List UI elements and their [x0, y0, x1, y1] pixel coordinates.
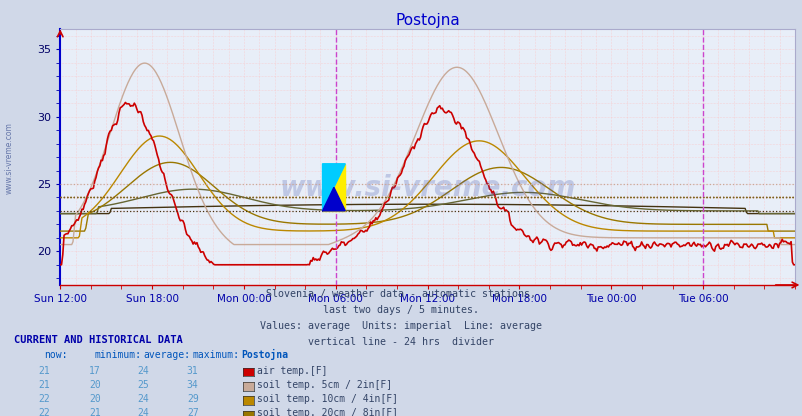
Text: 25: 25: [137, 380, 148, 390]
Text: 24: 24: [137, 408, 148, 416]
Text: Slovenia / weather data - automatic stations.: Slovenia / weather data - automatic stat…: [266, 289, 536, 299]
Text: average:: average:: [143, 350, 190, 360]
Text: 21: 21: [38, 366, 50, 376]
Text: last two days / 5 minutes.: last two days / 5 minutes.: [323, 305, 479, 315]
Text: www.si-vreme.com: www.si-vreme.com: [5, 122, 14, 194]
Polygon shape: [322, 164, 345, 211]
Text: CURRENT AND HISTORICAL DATA: CURRENT AND HISTORICAL DATA: [14, 335, 183, 345]
Text: soil temp. 5cm / 2in[F]: soil temp. 5cm / 2in[F]: [257, 380, 391, 390]
Text: minimum:: minimum:: [95, 350, 142, 360]
Text: 34: 34: [187, 380, 198, 390]
Text: soil temp. 20cm / 8in[F]: soil temp. 20cm / 8in[F]: [257, 408, 398, 416]
Text: soil temp. 10cm / 4in[F]: soil temp. 10cm / 4in[F]: [257, 394, 398, 404]
Text: 20: 20: [89, 380, 100, 390]
Text: www.si-vreme.com: www.si-vreme.com: [279, 174, 575, 202]
Text: 21: 21: [89, 408, 100, 416]
Text: Postojna: Postojna: [241, 349, 288, 360]
Polygon shape: [322, 187, 345, 211]
Text: 22: 22: [38, 394, 50, 404]
Text: vertical line - 24 hrs  divider: vertical line - 24 hrs divider: [308, 337, 494, 347]
Text: 31: 31: [187, 366, 198, 376]
Text: 24: 24: [137, 394, 148, 404]
Text: air temp.[F]: air temp.[F]: [257, 366, 327, 376]
Text: Values: average  Units: imperial  Line: average: Values: average Units: imperial Line: av…: [260, 321, 542, 331]
Title: Postojna: Postojna: [395, 13, 460, 28]
Text: 17: 17: [89, 366, 100, 376]
Text: maximum:: maximum:: [192, 350, 240, 360]
Text: 24: 24: [137, 366, 148, 376]
Text: 29: 29: [187, 394, 198, 404]
Text: now:: now:: [44, 350, 67, 360]
Text: 27: 27: [187, 408, 198, 416]
Polygon shape: [322, 164, 345, 211]
Text: 20: 20: [89, 394, 100, 404]
Text: 21: 21: [38, 380, 50, 390]
Text: 22: 22: [38, 408, 50, 416]
